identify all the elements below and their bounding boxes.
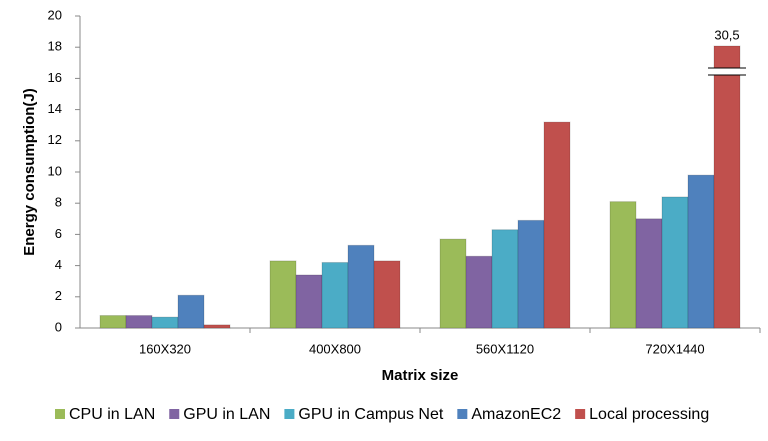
legend-swatch bbox=[284, 409, 295, 419]
bar bbox=[439, 238, 467, 329]
bar bbox=[373, 260, 401, 329]
bar bbox=[635, 218, 663, 329]
legend-label: AmazonEC2 bbox=[471, 406, 561, 423]
bar bbox=[543, 121, 571, 329]
bar bbox=[517, 219, 545, 329]
bar bbox=[491, 229, 519, 329]
legend-swatch bbox=[55, 409, 65, 419]
bar bbox=[151, 316, 179, 329]
bar bbox=[609, 201, 637, 329]
y-tick-label: 12 bbox=[48, 132, 62, 147]
bar-break bbox=[708, 68, 746, 75]
bar bbox=[177, 294, 205, 329]
y-tick-label: 8 bbox=[55, 195, 62, 210]
legend-label: GPU in LAN bbox=[183, 406, 270, 423]
legend-label: Local processing bbox=[589, 406, 709, 423]
x-tick-label: 720X1440 bbox=[645, 341, 704, 356]
y-tick-label: 10 bbox=[48, 163, 62, 178]
legend-swatch bbox=[575, 409, 586, 419]
bar bbox=[125, 315, 153, 329]
bar bbox=[321, 261, 349, 329]
legend-swatch bbox=[457, 409, 468, 419]
legend-label: GPU in Campus Net bbox=[298, 406, 443, 423]
bar bbox=[347, 244, 375, 329]
bar bbox=[687, 174, 715, 329]
bar bbox=[661, 196, 689, 329]
bar bbox=[713, 45, 741, 329]
bar bbox=[203, 324, 231, 329]
y-tick-label: 0 bbox=[55, 319, 62, 334]
y-tick-label: 20 bbox=[48, 7, 62, 22]
x-tick-label: 160X320 bbox=[139, 341, 191, 356]
bar bbox=[269, 260, 297, 329]
y-tick-label: 2 bbox=[55, 288, 62, 303]
x-tick-label: 560X1120 bbox=[476, 341, 534, 356]
legend-label: CPU in LAN bbox=[69, 406, 155, 423]
y-tick-label: 4 bbox=[55, 257, 62, 272]
legend-swatch bbox=[169, 409, 180, 419]
y-axis-title: Energy consumption(J) bbox=[21, 88, 38, 256]
bar bbox=[295, 274, 323, 329]
y-tick-label: 18 bbox=[48, 39, 62, 54]
bar bbox=[465, 255, 493, 329]
x-axis-title: Matrix size bbox=[382, 367, 459, 384]
bar bbox=[99, 315, 127, 329]
y-tick-label: 6 bbox=[55, 226, 62, 241]
y-tick-label: 14 bbox=[48, 101, 62, 116]
x-tick-label: 400X800 bbox=[309, 341, 361, 356]
y-tick-label: 16 bbox=[48, 70, 62, 85]
value-label: 30,5 bbox=[714, 27, 739, 42]
